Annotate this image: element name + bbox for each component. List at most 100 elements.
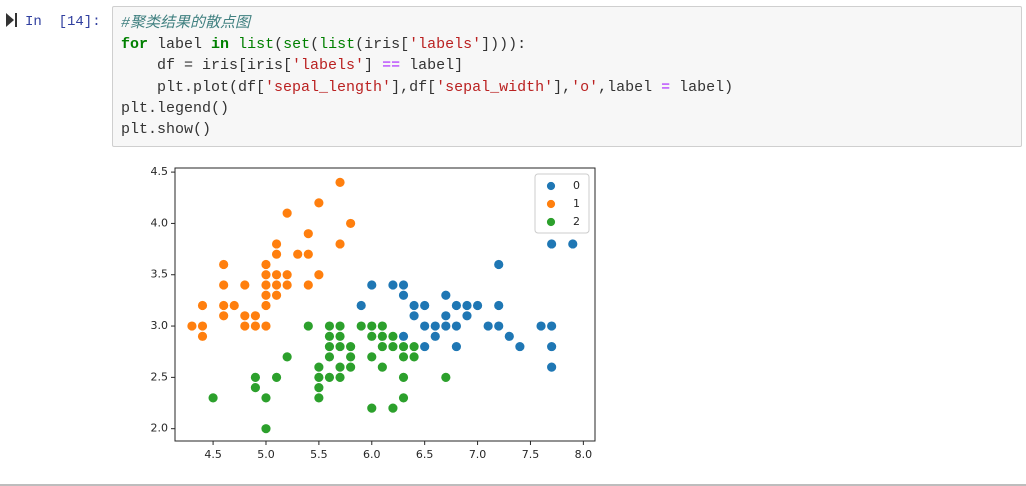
scatter-point	[324, 330, 335, 342]
scatter-point	[514, 341, 526, 352]
scatter-point	[440, 371, 452, 383]
scatter-point	[398, 351, 409, 363]
scatter-point	[207, 392, 219, 404]
scatter-point	[260, 392, 272, 404]
scatter-point	[250, 310, 261, 322]
cell-prompt[interactable]: In [14]:	[6, 13, 101, 30]
code-token: label]	[400, 57, 464, 75]
scatter-point	[366, 402, 378, 414]
scatter-point	[250, 382, 261, 394]
scatter-point	[302, 279, 314, 291]
cell-divider	[0, 484, 1026, 486]
code-token: (	[274, 36, 284, 54]
code-token: label	[148, 36, 212, 54]
scatter-point	[451, 320, 462, 332]
code-line: df = iris[iris['labels'] == label]	[121, 55, 1021, 76]
scatter-point	[271, 248, 282, 260]
scatter-point	[408, 310, 420, 322]
scatter-point	[250, 371, 261, 383]
scatter-point	[228, 300, 240, 311]
scatter-point	[440, 310, 452, 322]
scatter-point	[313, 392, 325, 404]
scatter-point	[334, 176, 346, 188]
scatter-point	[408, 351, 420, 363]
code-token: for	[121, 36, 149, 54]
code-token: df = iris[iris[	[121, 57, 293, 75]
scatter-point	[218, 310, 230, 322]
scatter-point	[313, 269, 325, 281]
scatter-point	[239, 279, 251, 291]
scatter-point	[440, 289, 452, 301]
scatter-point	[376, 320, 388, 332]
scatter-point	[398, 330, 409, 342]
code-line: plt.plot(df['sepal_length'],df['sepal_wi…	[121, 77, 1021, 98]
scatter-point	[313, 382, 325, 394]
scatter-point	[408, 300, 420, 311]
scatter-point	[546, 361, 558, 373]
scatter-point	[250, 320, 261, 332]
scatter-point	[271, 238, 282, 250]
scatter-point	[387, 402, 399, 414]
scatter-point	[345, 361, 357, 373]
code-token: #聚类结果的散点图	[121, 15, 251, 32]
scatter-point	[398, 392, 409, 404]
scatter-point	[334, 341, 346, 352]
legend-label: 1	[573, 197, 580, 210]
scatter-point	[451, 300, 462, 311]
scatter-point	[313, 371, 325, 383]
scatter-point	[567, 238, 579, 250]
code-token: ==	[382, 57, 401, 75]
legend-marker	[546, 199, 556, 209]
scatter-point	[376, 330, 388, 342]
scatter-point	[197, 300, 208, 311]
scatter-point	[461, 300, 473, 311]
code-token: list	[238, 36, 275, 54]
scatter-point	[419, 320, 431, 332]
scatter-point	[387, 341, 399, 352]
scatter-point	[292, 248, 304, 260]
scatter-point	[302, 320, 314, 332]
code-line: plt.legend()	[121, 98, 1021, 119]
scatter-point	[429, 330, 441, 342]
scatter-point	[186, 320, 198, 332]
scatter-point	[281, 351, 293, 363]
scatter-point	[345, 218, 357, 229]
code-token: label)	[670, 78, 734, 96]
scatter-point	[281, 279, 293, 291]
scatter-point	[218, 279, 230, 291]
scatter-point	[260, 320, 272, 332]
scatter-point	[472, 300, 483, 311]
scatter-point	[546, 320, 558, 332]
legend-label: 2	[573, 215, 580, 228]
scatter-point	[345, 351, 357, 363]
scatter-point	[271, 279, 282, 291]
x-tick-label: 5.5	[310, 448, 328, 461]
scatter-point	[429, 320, 441, 332]
scatter-point	[334, 371, 346, 383]
code-token: plt.show()	[121, 120, 212, 138]
scatter-point	[334, 320, 346, 332]
x-tick-label: 5.0	[257, 448, 275, 461]
scatter-point	[271, 289, 282, 301]
scatter-point	[260, 269, 272, 281]
y-tick-label: 3.5	[151, 268, 169, 281]
scatter-point	[535, 320, 547, 332]
code-token: =	[661, 78, 671, 96]
scatter-point	[239, 320, 251, 332]
scatter-point	[376, 341, 388, 352]
code-line: plt.show()	[121, 119, 1021, 140]
scatter-point	[281, 269, 293, 281]
scatter-point	[218, 300, 230, 311]
scatter-point	[345, 341, 357, 352]
y-tick-label: 3.0	[151, 319, 169, 332]
y-tick-label: 4.0	[151, 216, 169, 229]
code-token: 'sepal_width'	[436, 78, 554, 96]
code-token: (iris[	[355, 36, 410, 54]
code-token: ],df[	[391, 78, 437, 96]
x-tick-label: 8.0	[575, 448, 593, 461]
scatter-point	[398, 289, 409, 301]
scatter-point	[387, 279, 399, 291]
code-cell[interactable]: #聚类结果的散点图 for label in list(set(list(iris…	[112, 6, 1022, 147]
scatter-point	[451, 341, 462, 352]
